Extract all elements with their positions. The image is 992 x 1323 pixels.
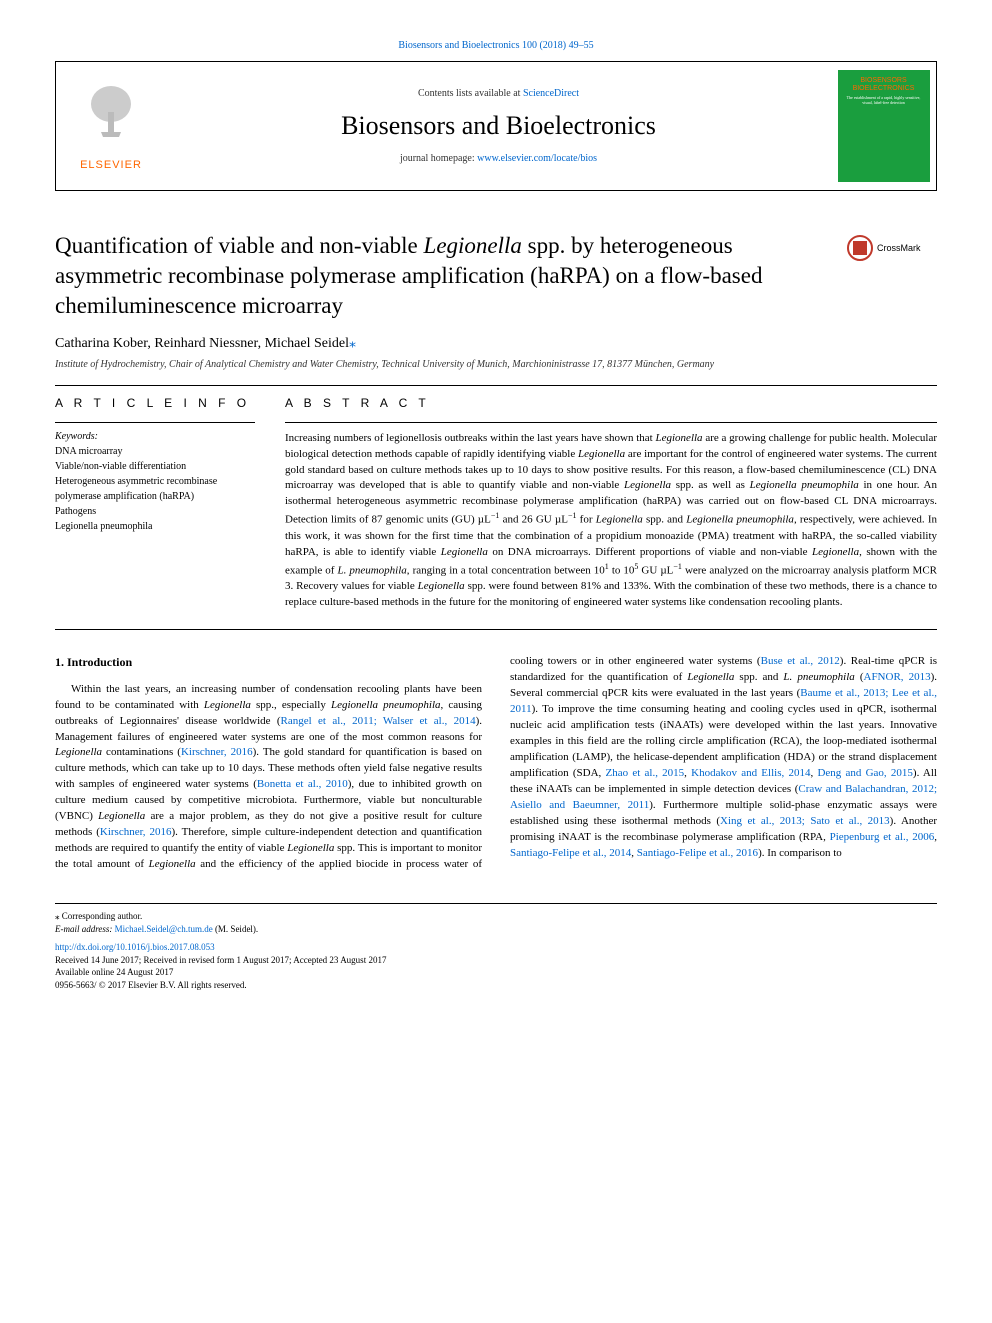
keyword-item: Legionella pneumophila [55,519,255,534]
journal-header: ELSEVIER Contents lists available at Sci… [55,61,937,191]
email-line: E-mail address: Michael.Seidel@ch.tum.de… [55,923,937,936]
article-title: Quantification of viable and non-viable … [55,231,832,321]
author-2: Reinhard Niessner [154,336,257,351]
header-center: Contents lists available at ScienceDirec… [166,62,831,190]
crossmark-icon [847,235,873,261]
cover-title: BIOSENSORS BIOELECTRONICS [839,71,929,92]
homepage-prefix: journal homepage: [400,153,477,164]
crossmark-label: CrossMark [877,243,921,253]
divider-1 [55,385,937,386]
abstract-head: A B S T R A C T [285,396,937,410]
authors: Catharina Kober, Reinhard Niessner, Mich… [55,335,937,352]
sciencedirect-link[interactable]: ScienceDirect [523,88,579,99]
info-divider [55,422,255,423]
top-citation: Biosensors and Bioelectronics 100 (2018)… [55,40,937,51]
journal-title: Biosensors and Bioelectronics [341,111,656,141]
keyword-item: DNA microarray [55,444,255,459]
body-columns: 1. Introduction Within the last years, a… [55,654,937,873]
abstract-divider [285,422,937,423]
email-link[interactable]: Michael.Seidel@ch.tum.de [115,924,213,934]
publisher-name: ELSEVIER [80,159,142,171]
elsevier-tree-icon [81,82,141,151]
corresponding-mark[interactable]: ⁎ [349,336,356,351]
abstract-column: A B S T R A C T Increasing numbers of le… [285,396,937,612]
author-3: Michael Seidel [265,336,349,351]
intro-paragraph: Within the last years, an increasing num… [55,654,937,873]
corresponding-note: ⁎ Corresponding author. [55,910,937,923]
affiliation: Institute of Hydrochemistry, Chair of An… [55,358,937,371]
abstract-text: Increasing numbers of legionellosis outb… [285,431,937,612]
article-info-column: A R T I C L E I N F O Keywords: DNA micr… [55,396,255,612]
copyright: 0956-5663/ © 2017 Elsevier B.V. All righ… [55,979,937,992]
contents-line: Contents lists available at ScienceDirec… [418,88,579,99]
author-1: Catharina Kober [55,336,147,351]
homepage-line: journal homepage: www.elsevier.com/locat… [400,153,597,164]
contents-prefix: Contents lists available at [418,88,523,99]
footer: ⁎ Corresponding author. E-mail address: … [55,903,937,992]
email-label: E-mail address: [55,924,115,934]
keywords-list: DNA microarray Viable/non-viable differe… [55,444,255,534]
crossmark-badge[interactable]: CrossMark [847,235,937,261]
keyword-item: Pathogens [55,504,255,519]
title-part-1: Quantification of viable and non-viable [55,233,424,258]
intro-head: 1. Introduction [55,654,482,671]
homepage-link[interactable]: www.elsevier.com/locate/bios [477,153,597,164]
title-italic: Legionella [424,233,522,258]
received-dates: Received 14 June 2017; Received in revis… [55,954,937,967]
journal-cover-box: BIOSENSORS BIOELECTRONICS The establishm… [831,62,936,190]
keyword-item: Heterogeneous asymmetric recombinase pol… [55,474,255,504]
available-date: Available online 24 August 2017 [55,966,937,979]
divider-2 [55,629,937,630]
keyword-item: Viable/non-viable differentiation [55,459,255,474]
cover-subtitle: The establishment of a rapid, highly sen… [839,92,929,108]
email-suffix: (M. Seidel). [213,924,259,934]
publisher-logo: ELSEVIER [56,62,166,190]
doi-link[interactable]: http://dx.doi.org/10.1016/j.bios.2017.08… [55,942,215,952]
keywords-label: Keywords: [55,431,255,442]
article-info-head: A R T I C L E I N F O [55,396,255,410]
journal-cover: BIOSENSORS BIOELECTRONICS The establishm… [838,70,930,182]
